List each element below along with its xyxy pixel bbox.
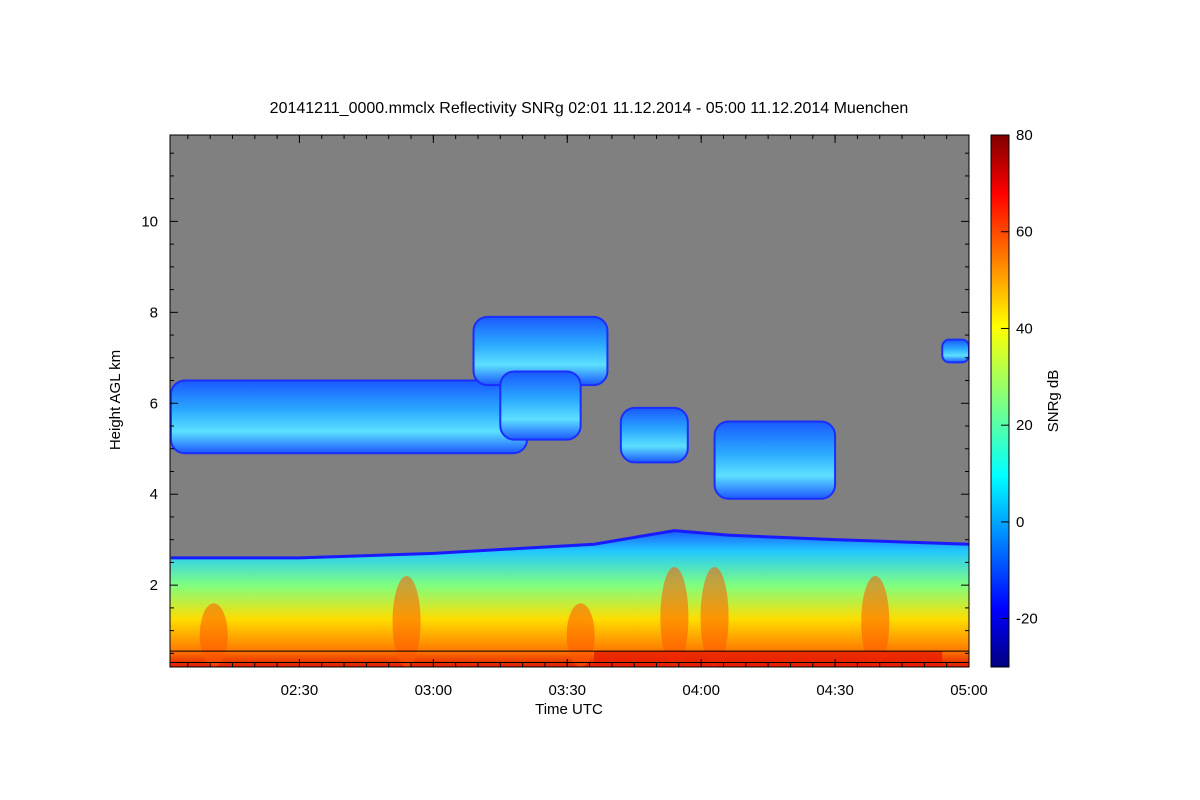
echo-core bbox=[199, 603, 228, 667]
x-tick-label: 02:30 bbox=[281, 682, 319, 699]
colorbar-tick-label: -20 bbox=[1016, 611, 1038, 628]
colorbar-tick-label: 0 bbox=[1016, 514, 1024, 531]
echo-core bbox=[392, 576, 421, 667]
x-tick-label: 04:00 bbox=[682, 682, 720, 699]
colorbar-tick-label: 40 bbox=[1016, 320, 1033, 337]
x-tick-label: 03:00 bbox=[415, 682, 453, 699]
echo-region-mid-cloud-3 bbox=[619, 406, 689, 464]
echo-top-rim bbox=[170, 529, 969, 560]
echo-core bbox=[700, 566, 729, 667]
chart-title: 20141211_0000.mmclx Reflectivity SNRg 02… bbox=[270, 100, 909, 117]
echo-core bbox=[566, 603, 595, 667]
x-tick-label: 05:00 bbox=[950, 682, 988, 699]
y-axis: 2 4 6 8 10 bbox=[141, 152, 969, 654]
y-tick-label: 6 bbox=[150, 395, 158, 412]
echo-region-boundary-layer bbox=[170, 530, 969, 667]
y-tick-label: 10 bbox=[141, 213, 158, 230]
colorbar-axis: -20 0 20 40 60 80 bbox=[1001, 127, 1038, 628]
echo-region-mid-cloud-4 bbox=[713, 420, 837, 500]
echo-core bbox=[861, 576, 890, 667]
colorbar-tick-label: 80 bbox=[1016, 127, 1033, 144]
colorbar-tick-label: 60 bbox=[1016, 224, 1033, 241]
colorbar bbox=[990, 134, 1010, 668]
y-tick-label: 2 bbox=[150, 577, 158, 594]
plot-area bbox=[170, 135, 969, 667]
echo-core bbox=[660, 566, 689, 667]
echo-region-mid-cloud-1 bbox=[170, 379, 529, 455]
echo-region-mid-cloud-5 bbox=[941, 338, 969, 364]
x-axis: 02:30 03:00 03:30 04:00 04:30 05:00 bbox=[187, 135, 988, 699]
colorbar-label: SNRg dB bbox=[1045, 370, 1062, 433]
x-tick-label: 04:30 bbox=[816, 682, 854, 699]
plot-frame bbox=[169, 134, 970, 668]
echo-region-mid-cloud-2 bbox=[499, 370, 582, 441]
x-tick-label: 03:30 bbox=[548, 682, 586, 699]
echo-surface-band bbox=[594, 651, 943, 667]
colorbar-tick-label: 20 bbox=[1016, 417, 1033, 434]
y-axis-label: Height AGL km bbox=[107, 350, 124, 450]
y-tick-label: 4 bbox=[150, 486, 158, 503]
y-tick-label: 8 bbox=[150, 304, 158, 321]
x-axis-label: Time UTC bbox=[535, 701, 603, 718]
